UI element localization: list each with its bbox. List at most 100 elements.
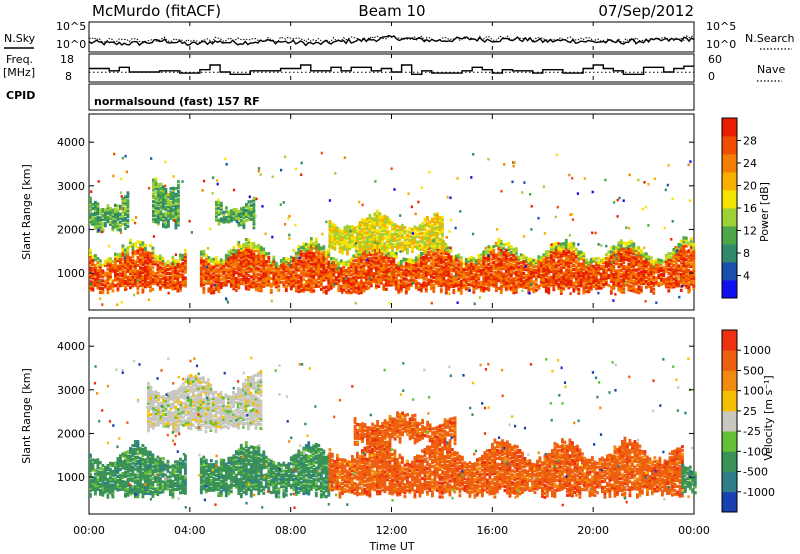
heatmap-cell: [444, 283, 448, 287]
heatmap-cell: [537, 286, 541, 290]
heatmap-cell: [444, 281, 448, 285]
heatmap-cell: [282, 264, 286, 269]
heatmap-cell: [277, 288, 281, 292]
heatmap-cell: [219, 285, 223, 290]
heatmap-cell: [174, 266, 177, 271]
heatmap-cell: [464, 281, 468, 285]
heatmap-cell: [386, 245, 389, 249]
heatmap-cell: [622, 288, 626, 292]
heatmap-cell: [401, 229, 404, 233]
heatmap-cell: [594, 281, 598, 285]
heatmap-cell: [267, 279, 271, 283]
heatmap-cell: [304, 285, 308, 290]
heatmap-cell: [507, 242, 511, 246]
heatmap-cell: [654, 264, 658, 268]
heatmap-cell: [438, 243, 442, 247]
heatmap-cell: [549, 254, 553, 258]
heatmap-cell: [151, 266, 155, 270]
heatmap-cell: [161, 284, 165, 288]
heatmap-cell: [309, 278, 313, 282]
heatmap-cell: [114, 209, 117, 213]
heatmap-cell: [584, 278, 588, 282]
heatmap-cell: [436, 235, 439, 240]
heatmap-cell: [244, 243, 248, 248]
heatmap-cell: [172, 200, 175, 204]
heatmap-cell: [404, 267, 408, 271]
heatmap-cell: [401, 235, 404, 239]
heatmap-cell: [353, 228, 357, 232]
heatmap-cell: [539, 260, 543, 264]
heatmap-cell: [121, 206, 125, 210]
heatmap-cell: [391, 225, 394, 229]
heatmap-cell: [542, 255, 546, 259]
heatmap-cell: [559, 254, 563, 258]
heatmap-cell: [361, 242, 364, 246]
heatmap-cell: [441, 223, 444, 227]
heatmap-cell: [259, 283, 263, 287]
heatmap-cell: [438, 228, 442, 232]
heatmap-cell: [237, 258, 241, 262]
heatmap-cell: [348, 247, 352, 251]
heatmap-cell: [146, 276, 150, 280]
heatmap-cell: [452, 289, 456, 293]
heatmap-cell: [479, 253, 483, 257]
heatmap-cell: [442, 261, 446, 265]
heatmap-cell: [154, 256, 157, 260]
heatmap-cell: [554, 281, 558, 285]
heatmap-cell: [369, 264, 373, 268]
heatmap-cell: [584, 266, 588, 270]
heatmap-cell: [314, 245, 318, 249]
heatmap-cell: [532, 258, 536, 262]
heatmap-cell: [207, 287, 211, 291]
heatmap-cell: [452, 275, 456, 279]
heatmap-cell: [392, 263, 396, 267]
heatmap-cell: [176, 287, 180, 291]
heatmap-cell: [472, 272, 476, 276]
heatmap-cell: [264, 275, 268, 279]
heatmap-cell: [559, 276, 563, 280]
heatmap-cell: [381, 223, 384, 227]
heatmap-cell: [106, 204, 110, 208]
heatmap-cell: [101, 283, 105, 287]
heatmap-cell: [634, 282, 638, 286]
heatmap-cell: [284, 273, 288, 277]
heatmap-cell: [239, 281, 243, 286]
heatmap-cell: [669, 279, 673, 283]
heatmap-cell: [144, 247, 147, 251]
heatmap-cell: [674, 260, 678, 264]
heatmap-cell: [404, 285, 408, 289]
heatmap-cell: [376, 237, 379, 241]
heatmap-cell: [179, 265, 182, 269]
heatmap-cell: [212, 261, 216, 265]
heatmap-cell: [649, 281, 653, 285]
heatmap-cell: [388, 222, 392, 226]
heatmap-cell: [169, 262, 172, 266]
heatmap-cell: [584, 284, 588, 288]
heatmap-cell: [136, 248, 140, 252]
heatmap-scatter-cell: [568, 173, 571, 177]
heatmap-cell: [264, 252, 268, 256]
heatmap-cell: [692, 274, 696, 278]
heatmap-cell: [572, 250, 576, 254]
heatmap-cell: [225, 216, 228, 220]
heatmap-cell: [404, 261, 408, 266]
heatmap-cell: [136, 246, 140, 250]
heatmap-cell: [397, 263, 401, 267]
heatmap-scatter-cell: [472, 153, 475, 156]
heatmap-cell: [422, 265, 426, 269]
heatmap-cell: [324, 258, 328, 262]
heatmap-cell: [449, 275, 453, 279]
heatmap-cell: [682, 275, 686, 279]
heatmap-cell: [381, 219, 384, 223]
heatmap-cell: [524, 260, 528, 264]
heatmap-cell: [567, 282, 571, 286]
heatmap-cell: [627, 250, 631, 254]
heatmap-cell: [341, 247, 344, 251]
heatmap-cell: [559, 279, 563, 284]
heatmap-cell: [692, 243, 696, 247]
heatmap-cell: [562, 253, 566, 257]
heatmap-cell: [297, 274, 301, 278]
heatmap-cell: [329, 282, 333, 286]
heatmap-cell: [507, 283, 511, 287]
heatmap-cell: [327, 254, 331, 258]
